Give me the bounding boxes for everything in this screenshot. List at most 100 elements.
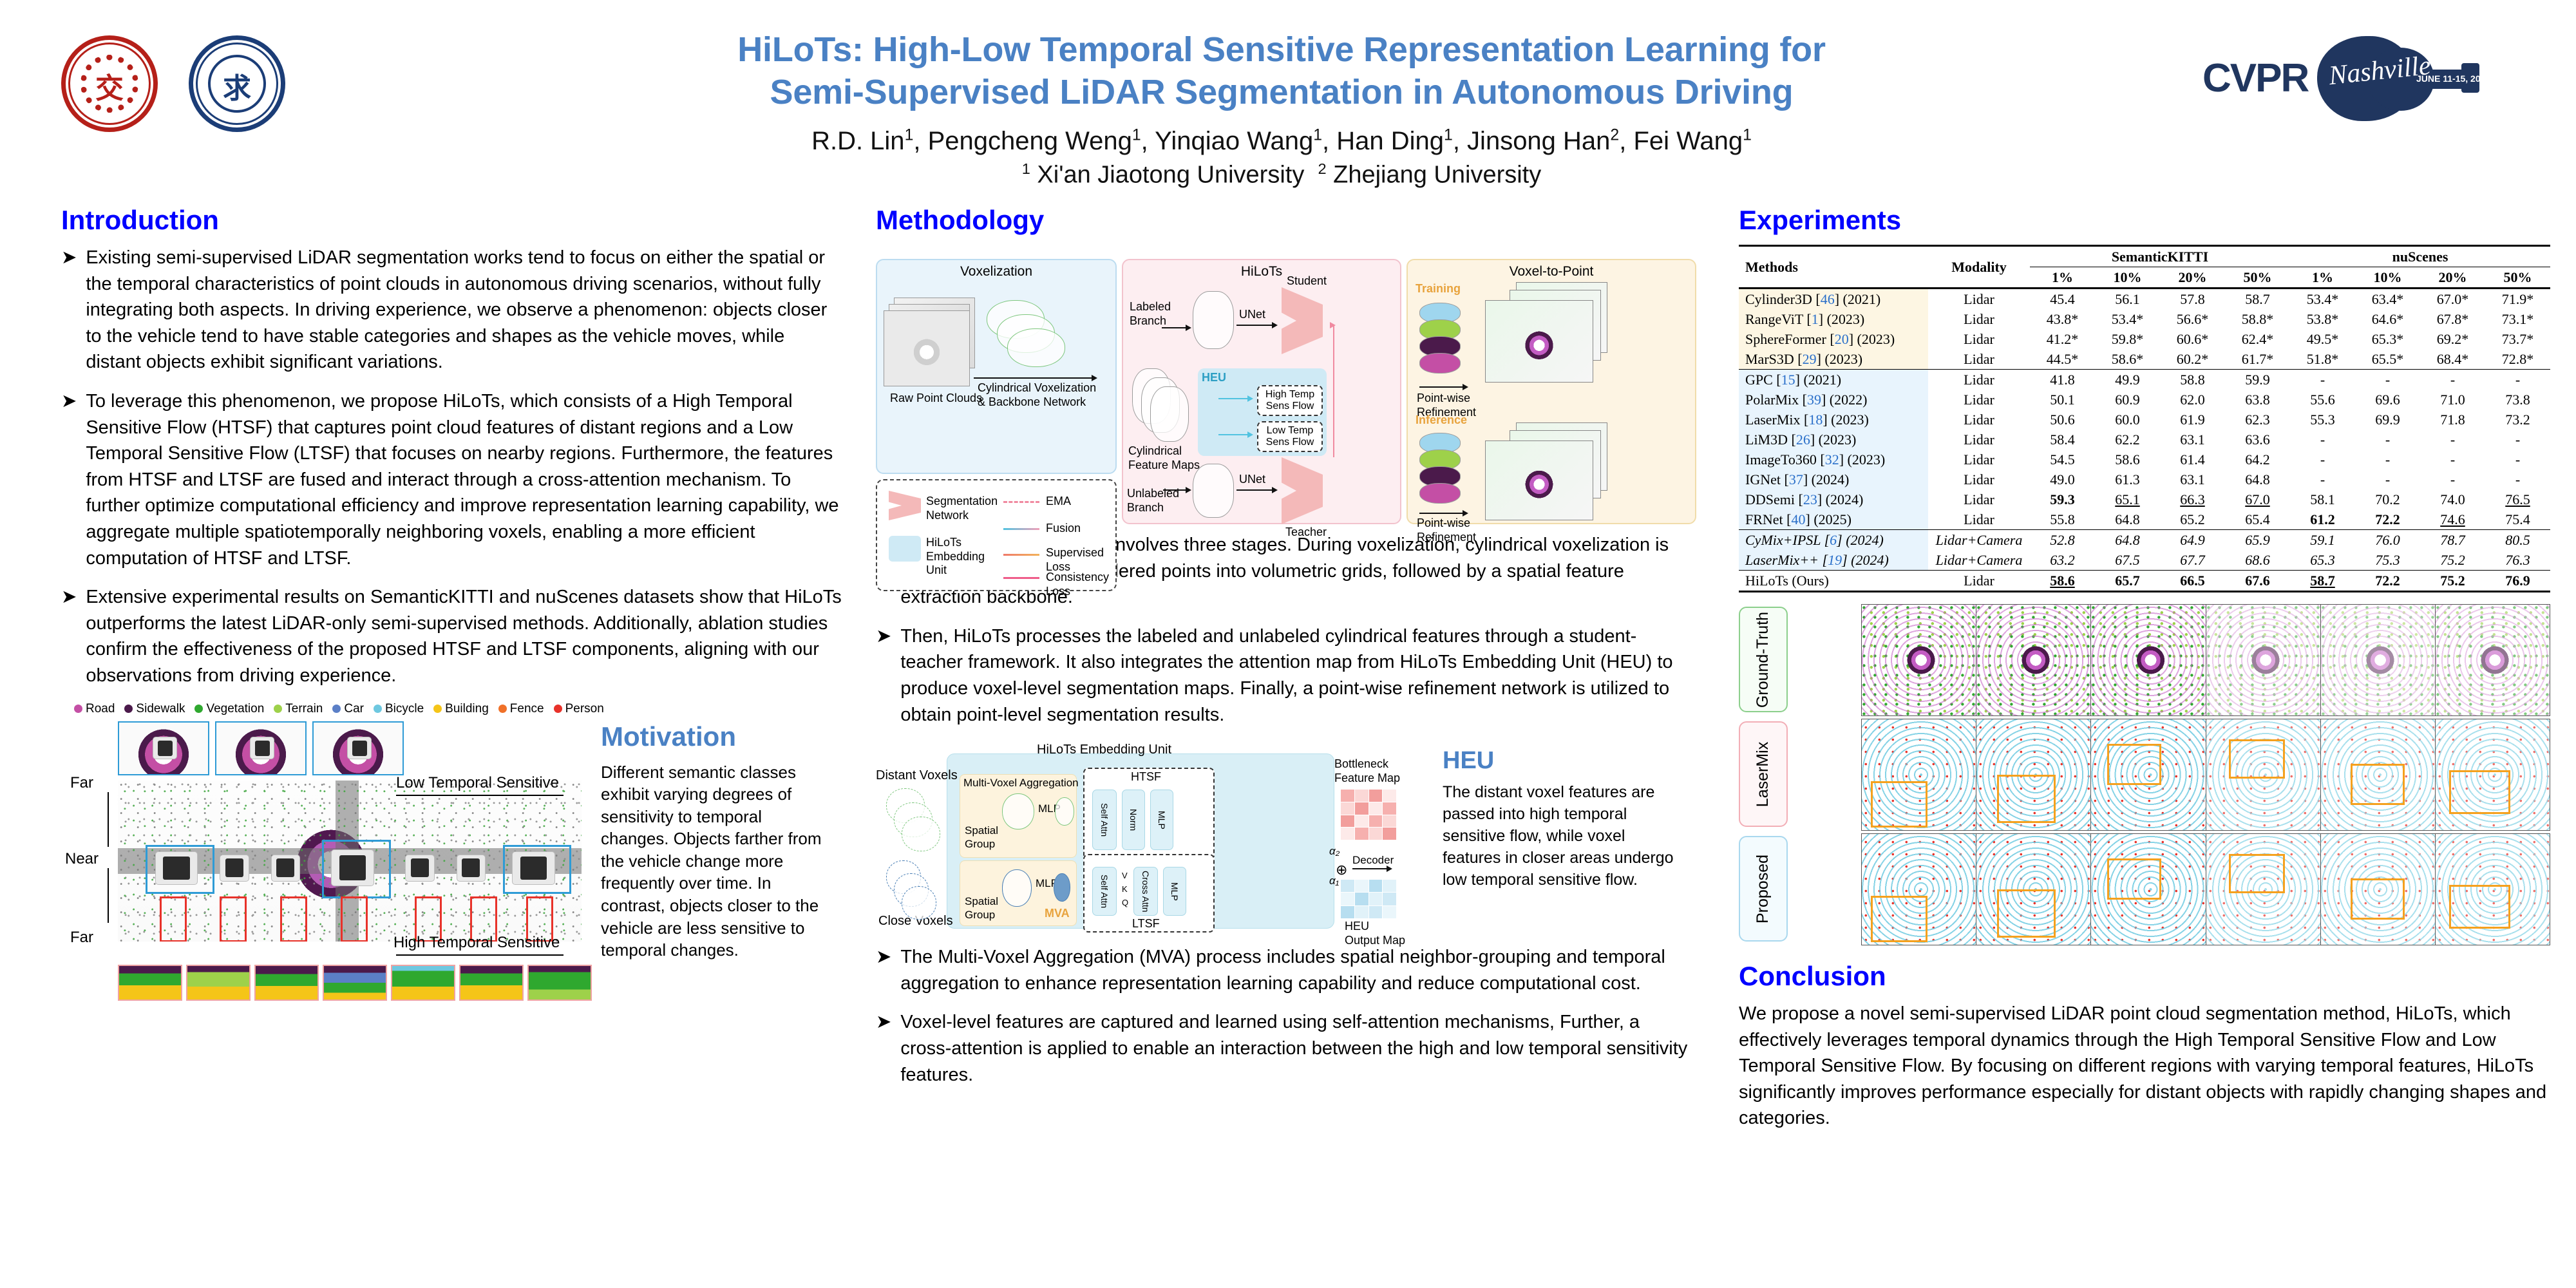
cell-value: 64.9	[2180, 531, 2205, 548]
bottleneck-feature-map-label: Bottleneck Feature Map	[1334, 757, 1401, 784]
ema-key-icon	[1003, 501, 1039, 503]
inference-refinement-arrow	[1419, 510, 1468, 516]
cell-value: 65.7	[2115, 572, 2140, 589]
qual-cell	[2091, 719, 2206, 830]
cell-value: 57.8	[2180, 290, 2205, 307]
unlabeled-branch-label: Unlabeled Branch	[1127, 487, 1180, 514]
cell-value: -	[2320, 371, 2325, 388]
legend-item: Sidewalk	[124, 702, 185, 716]
intro-bullet-2: ➤ To leverage this phenomenon, we propos…	[61, 388, 844, 571]
self-attn-block-ltsf: Self Attn	[1092, 867, 1117, 916]
cell-value: 67.7	[2180, 551, 2205, 568]
cell-value: 76.9	[2505, 572, 2530, 589]
crop-tile	[254, 964, 319, 1001]
row-tag-ground-truth: Ground-Truth	[1739, 607, 1788, 712]
qual-cell	[2320, 719, 2436, 830]
intro-bullet-1: ➤ Existing semi-supervised LiDAR segment…	[61, 245, 844, 375]
cell-value: -	[2515, 431, 2521, 448]
cell-value: 68.6	[2245, 551, 2270, 568]
qual-cell	[2091, 605, 2206, 715]
cell-method: PolarMix [39] (2022)	[1739, 390, 1928, 410]
cell-value: 45.4	[2050, 290, 2075, 307]
supervised-loss-key-label: Supervised Loss	[1046, 546, 1104, 573]
cell-value: 53.4*	[2306, 290, 2339, 307]
cell-value: 63.8	[2245, 391, 2270, 408]
voxel-to-point-panel-title: Voxel-to-Point	[1509, 264, 1594, 279]
cell-value: -	[2450, 431, 2456, 448]
cell-value: 50.6	[2050, 411, 2075, 428]
bullet-arrow-icon: ➤	[61, 390, 77, 412]
table-row: ImageTo360 [32] (2023) Lidar 54.5 58.6 61.4 6…	[1739, 450, 2550, 469]
cell-value: 69.9	[2375, 411, 2400, 428]
mlp-label-bottom: MLP	[1036, 877, 1058, 890]
grouped-voxel-icon	[1002, 869, 1032, 907]
cell-value: -	[2320, 471, 2325, 488]
cell-value: -	[2450, 471, 2456, 488]
raw-pointclouds-label: Raw Point Clouds	[890, 392, 983, 404]
low-temp-sens-flow-box: Low Temp Sens Flow	[1257, 421, 1323, 452]
table-row: SphereFormer [20] (2023) Lidar 41.2* 59.8* 6…	[1739, 329, 2550, 349]
cell-value: -	[2450, 371, 2456, 388]
ema-key-label: EMA	[1046, 495, 1072, 507]
th-split: 1%	[2312, 269, 2333, 285]
cell-value: 62.0	[2180, 391, 2205, 408]
motivation-heading: Motivation	[601, 721, 736, 752]
cell-method: HiLoTs (Ours)	[1745, 572, 1829, 589]
cell-value: 58.8	[2180, 371, 2205, 388]
table-row: GPC [15] (2021) Lidar 41.8 49.9 58.8 59.9 - - - -	[1739, 369, 2550, 390]
legend-item: Person	[553, 701, 604, 716]
cell-value: 61.7*	[2241, 350, 2274, 367]
bullet-arrow-icon: ➤	[876, 947, 892, 968]
legend-label: Person	[565, 701, 604, 715]
labeled-branch-label: Labeled Branch	[1130, 300, 1171, 327]
point-wise-refinement-label-training: Point-wise Refinement	[1417, 392, 1477, 419]
mlp-block-htsf: MLP	[1150, 790, 1173, 851]
cell-modality: Lidar	[1964, 572, 1994, 589]
row-tag-lasermix: LaserMix	[1739, 721, 1788, 827]
heu-heading: HEU	[1443, 747, 1495, 775]
cell-value: 58.4	[2050, 431, 2075, 448]
cell-modality: Lidar	[1964, 391, 1994, 408]
cvpr-date-label: JUNE 11-15, 2025	[2416, 73, 2491, 84]
cell-modality: Lidar	[1964, 411, 1994, 428]
cell-value: 41.2*	[2046, 330, 2079, 347]
legend-label: Car	[344, 701, 364, 715]
motivation-far-bottom-label: Far	[70, 928, 93, 946]
xjtu-logo-icon: 交	[61, 35, 158, 132]
unlabeled-to-unet-arrow	[1163, 487, 1191, 493]
spatial-group-label-bottom: Spatial Group	[965, 895, 998, 921]
cell-value: 76.0	[2375, 531, 2400, 548]
mva-tag-label: MVA	[1045, 907, 1070, 920]
cell-value: 67.8*	[2436, 310, 2469, 327]
method-bullet-4-text: Voxel-level features are captured and le…	[900, 1012, 1688, 1085]
th-split: 50%	[2243, 269, 2272, 285]
cell-value: 59.3	[2050, 491, 2075, 507]
legend-color-swatch	[74, 705, 82, 713]
crop-tile	[215, 721, 307, 775]
cell-value: 60.2*	[2176, 350, 2209, 367]
cell-method: IGNet [37] (2024)	[1739, 469, 1928, 489]
inference-label: Inference	[1416, 413, 1468, 426]
stacked-cylinder-icon	[1419, 483, 1461, 504]
cell-value: 60.0	[2115, 411, 2140, 428]
motivation-body: Different semantic classes exhibit varyi…	[601, 762, 822, 960]
methodology-heading: Methodology	[876, 205, 1045, 235]
author-list: R.D. Lin1, Pengcheng Weng1, Yinqiao Wang…	[811, 126, 1752, 155]
cell-value: 65.5*	[2371, 350, 2404, 367]
cell-value: 61.9	[2180, 411, 2205, 428]
cell-value: 68.4*	[2436, 350, 2469, 367]
heu-label: HEU	[1202, 371, 1227, 384]
unet-label-bottom: UNet	[1239, 473, 1266, 486]
high-temp-sens-flow-box: High Temp Sens Flow	[1257, 385, 1323, 416]
heu-text-block: HEU The distant voxel features are passe…	[1443, 747, 1687, 891]
cell-method: ImageTo360 [32] (2023)	[1739, 450, 1928, 469]
cell-value: 63.2	[2050, 551, 2075, 568]
cell-value: 61.4	[2180, 451, 2205, 468]
bullet-arrow-icon: ➤	[876, 1012, 892, 1033]
crop-tile	[118, 964, 182, 1001]
legend-item: Building	[433, 702, 489, 716]
cell-value: 73.1*	[2501, 310, 2534, 327]
cell-value: -	[2385, 431, 2391, 448]
segmentation-network-key-icon	[889, 491, 921, 520]
